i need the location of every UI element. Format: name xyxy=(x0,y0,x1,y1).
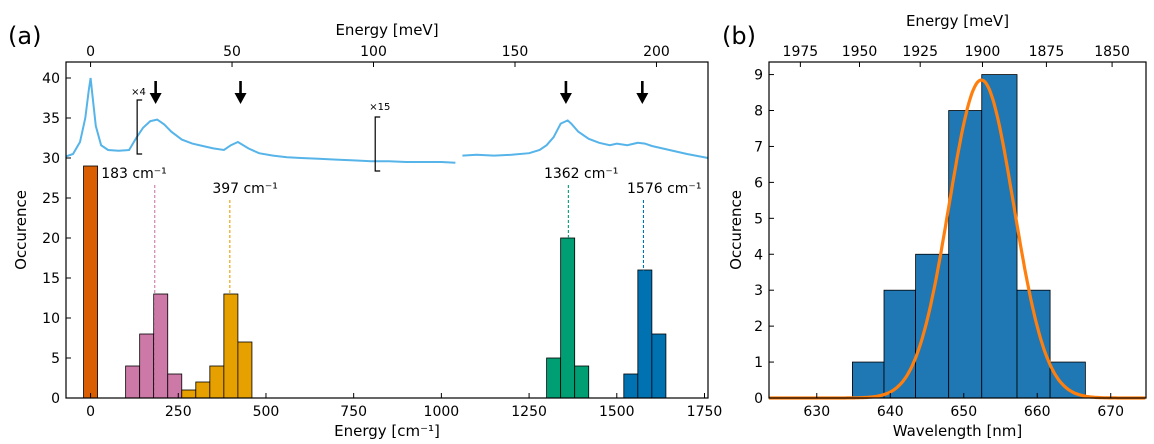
bar-a-2-2 xyxy=(209,365,225,399)
ytick-label-a-4: 20 xyxy=(42,231,60,247)
toptick-label-a-0: 0 xyxy=(86,44,95,60)
bracket-x15 xyxy=(374,116,381,172)
ytick-label-b-8: 8 xyxy=(754,104,763,120)
ylabel-a: Occurence xyxy=(12,190,30,270)
panel-label-b: (b) xyxy=(722,22,756,50)
xlabel-a: Energy [cm⁻¹] xyxy=(334,422,440,440)
peak-label-1: 397 cm⁻¹ xyxy=(212,181,278,197)
xtick-label-a-6: 1500 xyxy=(599,404,635,420)
bar-a-4-1 xyxy=(637,269,653,399)
arrow-head-1 xyxy=(234,93,247,104)
xtick-label-a-1: 250 xyxy=(165,404,192,420)
panel-a: 183 cm⁻¹ 397 cm⁻¹ 1362 cm⁻¹ 1576 cm⁻¹ ×4 ×15 0… xyxy=(8,21,722,440)
toptick-label-a-4: 200 xyxy=(643,44,670,60)
toptick-label-b-0: 1975 xyxy=(783,44,819,60)
bar-a-4-2 xyxy=(651,333,667,399)
peak-label-2: 1362 cm⁻¹ xyxy=(544,166,618,182)
arrow-head-2 xyxy=(559,93,572,104)
bar-a-2-4 xyxy=(237,341,253,399)
bar-b-0 xyxy=(852,361,885,399)
xtick-label-a-3: 750 xyxy=(340,404,367,420)
arrow-head-0 xyxy=(149,93,162,104)
bar-b-6 xyxy=(1049,361,1086,399)
toptick-label-b-2: 1925 xyxy=(902,44,938,60)
spectrum-line-1 xyxy=(65,77,456,164)
xtick-label-b-2: 650 xyxy=(950,404,977,420)
toplabel-a: Energy [meV] xyxy=(335,21,438,39)
bar-a-0-0 xyxy=(83,165,98,399)
ytick-label-a-7: 35 xyxy=(42,111,60,127)
ytick-label-b-3: 3 xyxy=(754,283,763,299)
peak-label-0: 183 cm⁻¹ xyxy=(101,166,167,182)
ytick-label-a-5: 25 xyxy=(42,191,60,207)
toplabel-b: Energy [meV] xyxy=(906,12,1009,30)
bracket-x4 xyxy=(136,99,143,155)
ytick-label-a-1: 5 xyxy=(51,351,60,367)
xtick-label-a-0: 0 xyxy=(86,404,95,420)
toptick-label-b-5: 1850 xyxy=(1094,44,1130,60)
peak-label-3: 1576 cm⁻¹ xyxy=(627,181,701,197)
bar-a-2-1 xyxy=(195,381,211,399)
bar-b-2 xyxy=(915,253,950,399)
xtick-label-b-0: 630 xyxy=(803,404,830,420)
xtick-label-a-7: 1750 xyxy=(687,404,723,420)
ytick-label-b-7: 7 xyxy=(754,139,763,155)
scale-label-x15: ×15 xyxy=(369,102,390,113)
bar-b-3 xyxy=(948,110,983,399)
bar-a-1-3 xyxy=(167,373,183,399)
ytick-label-b-1: 1 xyxy=(754,355,763,371)
toptick-label-a-3: 150 xyxy=(502,44,529,60)
ytick-label-b-0: 0 xyxy=(754,391,763,407)
xtick-label-b-3: 660 xyxy=(1024,404,1051,420)
ytick-label-a-2: 10 xyxy=(42,311,60,327)
bar-a-3-2 xyxy=(574,365,590,399)
axes-frame-b xyxy=(768,61,1147,399)
panel-b: 630 640 650 660 670 0 1 2 3 4 5 6 7 8 9 1975 1950 1925 190… xyxy=(722,12,1147,440)
toptick-label-b-3: 1900 xyxy=(965,44,1001,60)
bar-a-1-1 xyxy=(139,333,155,399)
bar-a-3-1 xyxy=(560,237,576,399)
ytick-label-b-6: 6 xyxy=(754,175,763,191)
ytick-label-a-3: 15 xyxy=(42,271,60,287)
xtick-label-a-4: 1000 xyxy=(424,404,460,420)
xlabel-b: Wavelength [nm] xyxy=(893,422,1023,440)
ytick-label-b-2: 2 xyxy=(754,319,763,335)
ytick-label-a-6: 30 xyxy=(42,151,60,167)
panel-label-a: (a) xyxy=(8,22,41,50)
xtick-label-a-5: 1250 xyxy=(511,404,547,420)
bar-a-3-0 xyxy=(546,357,562,399)
bar-a-1-0 xyxy=(125,365,141,399)
ytick-label-b-4: 4 xyxy=(754,247,763,263)
bar-b-1 xyxy=(883,289,917,399)
toptick-label-b-1: 1950 xyxy=(842,44,878,60)
toptick-label-b-4: 1875 xyxy=(1029,44,1065,60)
scale-label-x4: ×4 xyxy=(131,87,146,98)
toptick-label-a-2: 100 xyxy=(360,44,387,60)
ytick-label-a-8: 40 xyxy=(42,71,60,87)
ytick-label-a-0: 0 xyxy=(51,391,60,407)
xtick-label-b-1: 640 xyxy=(877,404,904,420)
toptick-label-a-1: 50 xyxy=(223,44,241,60)
bar-a-4-0 xyxy=(623,373,639,399)
xtick-label-a-2: 500 xyxy=(253,404,280,420)
bar-a-2-0 xyxy=(181,389,197,399)
bar-a-1-2 xyxy=(153,293,169,399)
bar-a-2-3 xyxy=(223,293,239,399)
xtick-label-b-4: 670 xyxy=(1097,404,1124,420)
ylabel-b: Occurence xyxy=(727,190,745,270)
ytick-label-b-9: 9 xyxy=(754,68,763,84)
ytick-label-b-5: 5 xyxy=(754,211,763,227)
spectrum-line-2 xyxy=(462,119,709,159)
axes-frame-a xyxy=(65,61,709,399)
arrow-head-3 xyxy=(636,93,649,104)
